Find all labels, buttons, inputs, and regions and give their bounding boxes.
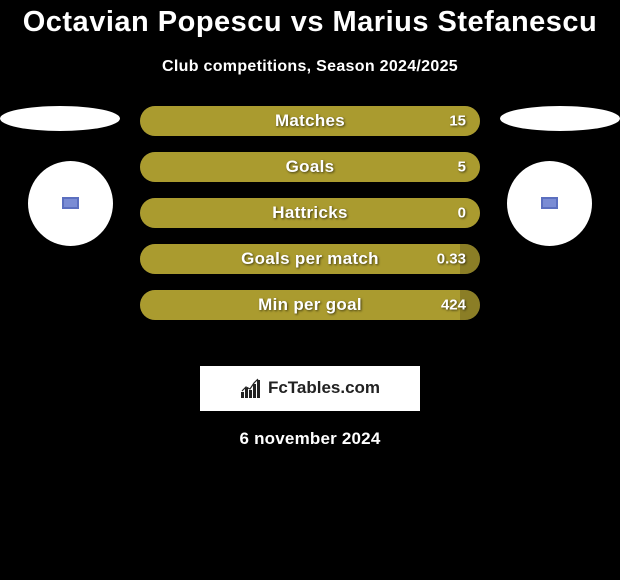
bar-label: Goals xyxy=(140,157,480,177)
bar-label: Hattricks xyxy=(140,203,480,223)
bar-value: 0.33 xyxy=(437,250,466,267)
stat-bar: Goals5 xyxy=(140,152,480,182)
comparison-panel: Matches15 Goals5 Hattricks0 Goals per match… xyxy=(0,106,620,346)
bar-value: 424 xyxy=(441,296,466,313)
page-subtitle: Club competitions, Season 2024/2025 xyxy=(0,58,620,76)
stat-bar: Matches15 xyxy=(140,106,480,136)
bar-label: Matches xyxy=(140,111,480,131)
page-root: Octavian Popescu vs Marius Stefanescu Cl… xyxy=(0,0,620,580)
placeholder-image-icon xyxy=(62,197,79,209)
bar-label: Goals per match xyxy=(140,249,480,269)
bar-value: 5 xyxy=(458,158,466,175)
stat-bar: Hattricks0 xyxy=(140,198,480,228)
placeholder-image-icon xyxy=(541,197,558,209)
stat-bars: Matches15 Goals5 Hattricks0 Goals per match… xyxy=(140,106,480,336)
left-ellipse-decoration xyxy=(0,106,120,131)
page-title: Octavian Popescu vs Marius Stefanescu xyxy=(0,4,620,42)
bar-label: Min per goal xyxy=(140,295,480,315)
bar-value: 15 xyxy=(449,112,466,129)
right-player-circle xyxy=(507,161,592,246)
right-ellipse-decoration xyxy=(500,106,620,131)
bar-value: 0 xyxy=(458,204,466,221)
snapshot-date: 6 november 2024 xyxy=(0,429,620,449)
stat-bar: Goals per match0.33 xyxy=(140,244,480,274)
brand-prefix: Fc xyxy=(268,378,288,397)
brand-text: FcTables.com xyxy=(268,378,380,398)
bar-chart-icon xyxy=(240,378,262,398)
brand-suffix: Tables.com xyxy=(288,378,380,397)
brand-plate: FcTables.com xyxy=(200,366,420,411)
stat-bar: Min per goal424 xyxy=(140,290,480,320)
left-player-circle xyxy=(28,161,113,246)
